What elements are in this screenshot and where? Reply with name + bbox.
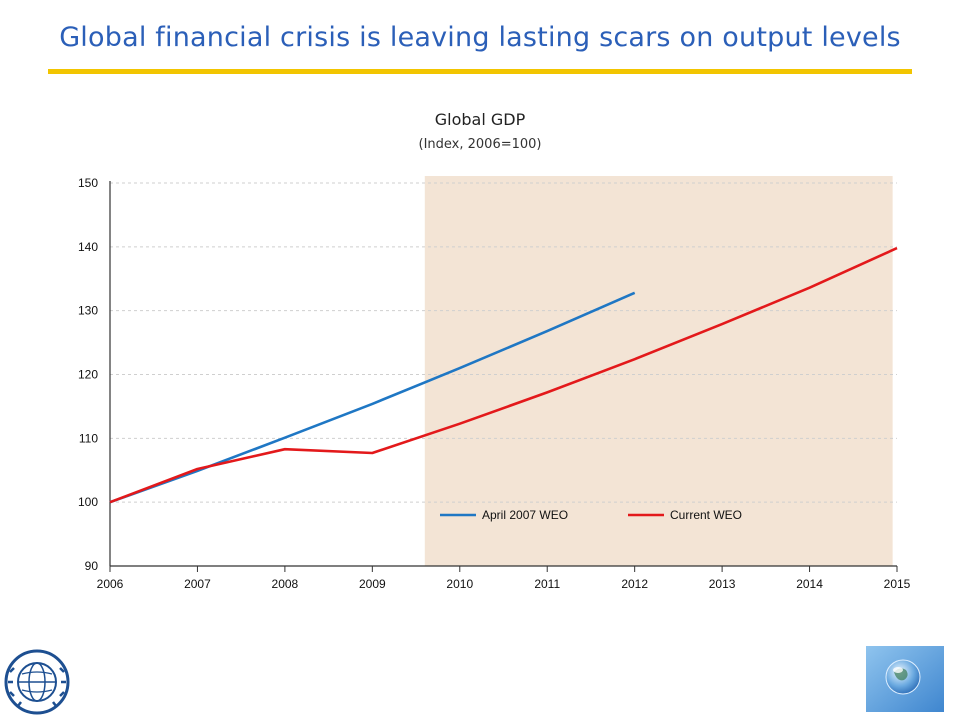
x-tick-label: 2011 (534, 577, 560, 591)
chart-series (109, 246, 898, 504)
y-tick-label: 130 (78, 304, 98, 318)
globe-water-drop-image (866, 646, 944, 712)
chart-gridlines (110, 182, 897, 503)
series-line-current-weo (109, 246, 898, 504)
y-tick-label: 90 (85, 559, 99, 573)
x-tick-label: 2006 (97, 577, 124, 591)
x-tick-label: 2013 (709, 577, 736, 591)
x-tick-label: 2014 (796, 577, 823, 591)
y-tick-label: 150 (78, 176, 98, 190)
x-tick-label: 2009 (359, 577, 386, 591)
imf-seal-logo (4, 649, 70, 715)
chart-legend: April 2007 WEO Current WEO (440, 508, 742, 522)
chart-subtitle: (Index, 2006=100) (418, 137, 542, 152)
x-tick-label: 2008 (272, 577, 299, 591)
chart-tick-labels: 90 100 110 120 130 140 150 2006 2007 2008 2009 2010… (78, 176, 911, 591)
y-tick-label: 140 (78, 240, 98, 254)
chart-title: Global GDP (434, 110, 526, 129)
legend-label: Current WEO (670, 508, 742, 522)
x-tick-label: 2007 (184, 577, 211, 591)
x-tick-label: 2012 (621, 577, 648, 591)
slide-title: Global financial crisis is leaving lasti… (59, 22, 901, 53)
y-tick-label: 110 (79, 431, 98, 445)
legend-label: April 2007 WEO (482, 508, 568, 522)
x-tick-label: 2010 (446, 577, 473, 591)
projection-shaded-region (424, 176, 893, 566)
x-tick-label: 2015 (884, 577, 911, 591)
y-tick-label: 120 (78, 368, 98, 382)
title-underline (48, 69, 912, 74)
y-tick-label: 100 (78, 495, 98, 509)
series-line-april-2007-weo (109, 291, 636, 504)
